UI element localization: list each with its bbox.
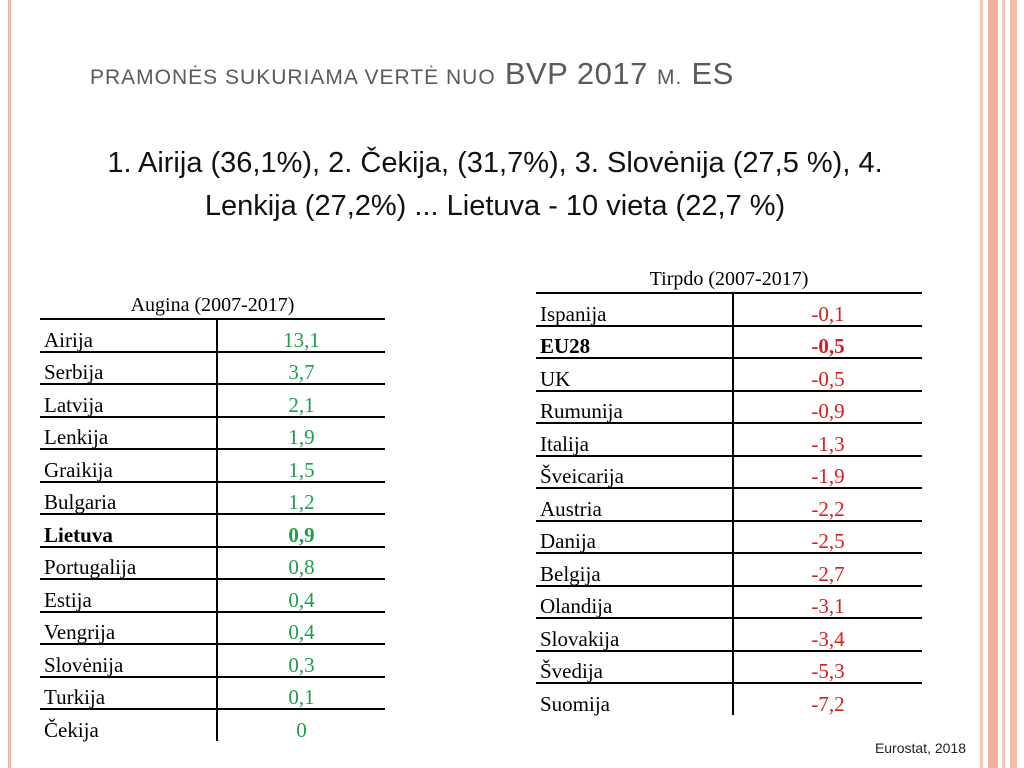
change-value: 1,9 [216,415,385,449]
growth-table-caption: Augina (2007-2017) [130,294,295,316]
change-value: 0,8 [216,545,385,579]
growth-table-row: Vengrija 0,4 [40,610,385,644]
country-name: Airija [40,318,217,352]
country-name: Čekija [40,708,217,741]
growth-table-row: Lenkija 1,9 [40,415,385,449]
decline-table-row: Rumunija -0,9 [536,389,922,423]
country-name: Estija [40,578,217,612]
change-value: -2,2 [732,487,922,521]
growth-table-row: Serbija 3,7 [40,350,385,384]
country-name: Turkija [40,675,217,709]
decline-table-row: UK -0,5 [536,357,922,391]
change-value: 3,7 [216,350,385,384]
change-value: 0,4 [216,578,385,612]
change-value: 0,4 [216,610,385,644]
growth-table-row: Bulgaria 1,2 [40,480,385,514]
decline-table-row: Danija -2,5 [536,519,922,553]
decline-table-row: Italija -1,3 [536,422,922,456]
right-border-stripes [976,0,1024,768]
change-value: 1,2 [216,480,385,514]
change-value: 0,9 [216,513,385,547]
decline-table-row: Ispanija -0,1 [536,292,922,326]
growth-table: Augina (2007-2017) Airija 13,1 Serbija 3,7 L… [40,292,385,741]
decline-table-row: EU28 -0,5 [536,324,922,358]
country-name: Graikija [40,448,217,482]
country-name: Serbija [40,350,217,384]
change-value: -3,4 [732,617,922,651]
country-name: Ispanija [536,292,733,326]
decline-table-row: Belgija -2,7 [536,552,922,586]
change-value: -2,7 [732,552,922,586]
change-value: -1,9 [732,454,922,488]
country-name: Italija [536,422,733,456]
change-value: -0,5 [732,357,922,391]
country-name: Latvija [40,383,217,417]
country-name: Slovėnija [40,643,217,677]
country-name: EU28 [536,324,733,358]
country-name: Belgija [536,552,733,586]
growth-table-row: Graikija 1,5 [40,448,385,482]
decline-table-row: Suomija -7,2 [536,682,922,715]
growth-table-row: Latvija 2,1 [40,383,385,417]
change-value: -7,2 [732,682,922,715]
summary-line-1: 1. Airija (36,1%), 2. Čekija, (31,7%), 3… [107,147,883,179]
country-name: Bulgaria [40,480,217,514]
growth-table-row: Turkija 0,1 [40,675,385,709]
left-border-stripe [8,0,11,768]
decline-table-row: Švedija -5,3 [536,649,922,683]
growth-table-row: Airija 13,1 [40,318,385,352]
country-name: Slovakija [536,617,733,651]
change-value: -5,3 [732,649,922,683]
country-name: UK [536,357,733,391]
growth-table-row: Čekija 0 [40,708,385,741]
change-value: -0,5 [732,324,922,358]
change-value: -3,1 [732,584,922,618]
decline-table-caption: Tirpdo (2007-2017) [649,268,809,290]
growth-table-row: Estija 0,4 [40,578,385,612]
source-note: Eurostat, 2018 [874,740,966,756]
country-name: Švedija [536,649,733,683]
decline-table-row: Austria -2,2 [536,487,922,521]
country-name: Danija [536,519,733,553]
country-name: Austria [536,487,733,521]
slide-title: Pramonės sukuriama vertė nuo BVP 2017 m.… [90,56,734,92]
change-value: 0 [216,708,385,741]
decline-table-row: Olandija -3,1 [536,584,922,618]
country-name: Olandija [536,584,733,618]
decline-table: Tirpdo (2007-2017) Ispanija -0,1 EU28 -0,5 U… [536,266,922,715]
change-value: 0,1 [216,675,385,709]
country-name: Suomija [536,682,733,715]
decline-table-row: Šveicarija -1,9 [536,454,922,488]
growth-table-row: Portugalija 0,8 [40,545,385,579]
change-value: -2,5 [732,519,922,553]
title-part-3: m. [656,66,683,89]
change-value: -1,3 [732,422,922,456]
change-value: 13,1 [216,318,385,352]
change-value: 1,5 [216,448,385,482]
title-part-2: BVP 2017 [504,56,648,91]
country-name: Šveicarija [536,454,733,488]
country-name: Portugalija [40,545,217,579]
change-value: 2,1 [216,383,385,417]
country-name: Lenkija [40,415,217,449]
title-part-1: Pramonės sukuriama vertė nuo [90,66,496,89]
country-name: Vengrija [40,610,217,644]
summary-line-2: Lenkija (27,2%) ... Lietuva - 10 vieta (… [204,190,786,222]
ranking-summary: 1. Airija (36,1%), 2. Čekija, (31,7%), 3… [30,142,960,228]
change-value: -0,1 [732,292,922,326]
title-part-4: ES [691,56,734,91]
growth-table-row: Lietuva 0,9 [40,513,385,547]
change-value: -0,9 [732,389,922,423]
growth-table-row: Slovėnija 0,3 [40,643,385,677]
country-name: Lietuva [40,513,217,547]
country-name: Rumunija [536,389,733,423]
change-value: 0,3 [216,643,385,677]
decline-table-row: Slovakija -3,4 [536,617,922,651]
